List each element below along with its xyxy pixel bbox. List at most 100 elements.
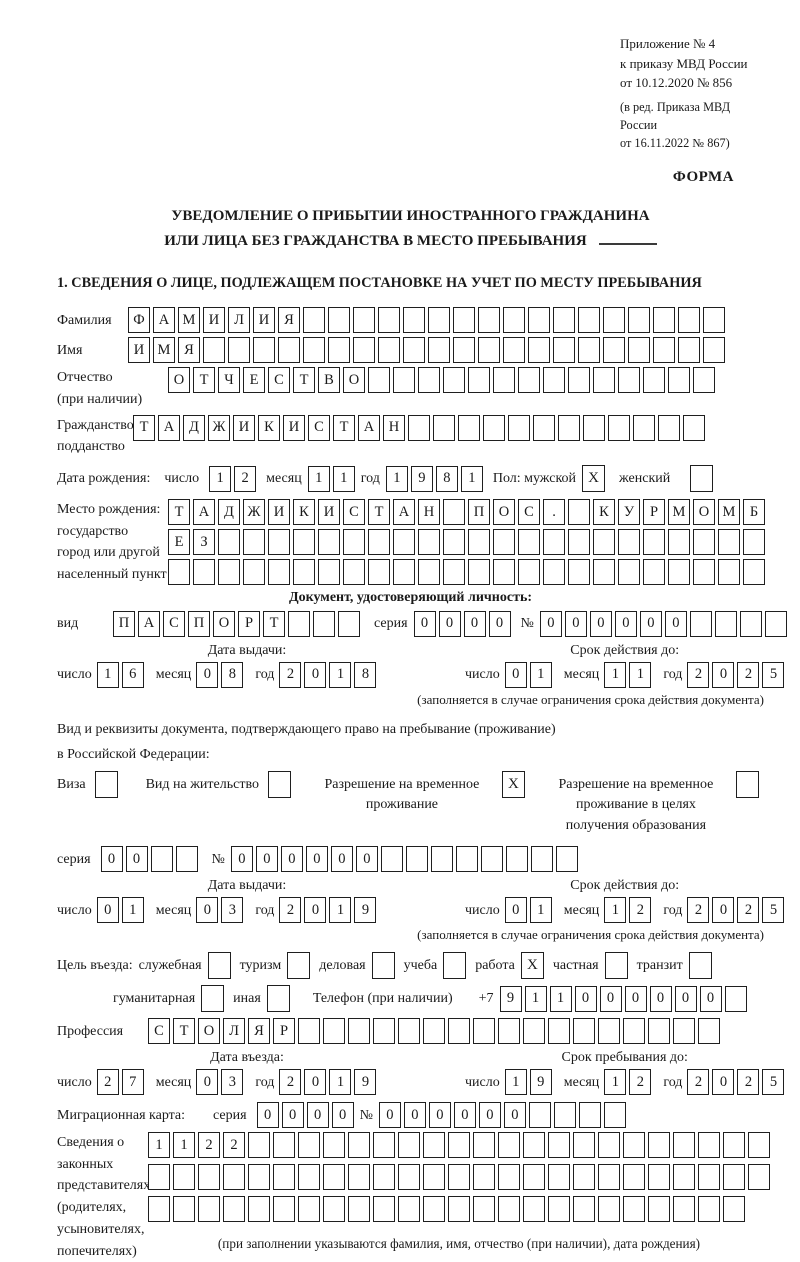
char-cell[interactable]	[423, 1018, 445, 1045]
char-cell[interactable]	[480, 846, 503, 873]
char-cell[interactable]: 0	[712, 1069, 735, 1096]
char-cell[interactable]	[278, 337, 300, 364]
char-cell[interactable]	[453, 337, 475, 364]
char-cell[interactable]: 0	[255, 846, 278, 873]
char-cell[interactable]	[373, 1018, 395, 1045]
char-cell[interactable]: П	[113, 610, 135, 637]
char-cell[interactable]	[368, 367, 390, 394]
char-cell[interactable]	[503, 337, 525, 364]
sex-male-checkbox[interactable]: X	[582, 465, 606, 493]
char-cell[interactable]	[673, 1164, 695, 1191]
char-cell[interactable]	[368, 559, 390, 586]
char-cell[interactable]	[518, 367, 540, 394]
char-cell[interactable]	[578, 307, 600, 334]
char-cell[interactable]	[618, 559, 640, 586]
char-cell[interactable]	[508, 414, 530, 441]
char-cell[interactable]	[493, 529, 515, 556]
char-cell[interactable]: 9	[354, 1069, 377, 1096]
char-cell[interactable]: 2	[737, 1069, 760, 1096]
char-cell[interactable]	[353, 337, 375, 364]
char-cell[interactable]	[683, 414, 705, 441]
char-cell[interactable]	[523, 1196, 545, 1223]
char-cell[interactable]: Б	[743, 499, 765, 526]
char-cell[interactable]	[448, 1132, 470, 1159]
char-cell[interactable]	[368, 529, 390, 556]
char-cell[interactable]	[448, 1164, 470, 1191]
char-cell[interactable]: 8	[435, 465, 458, 492]
char-cell[interactable]	[553, 337, 575, 364]
char-cell[interactable]	[673, 1196, 695, 1223]
char-cell[interactable]	[530, 846, 553, 873]
char-cell[interactable]: 0	[196, 897, 219, 924]
purpose-business-checkbox[interactable]	[371, 952, 395, 980]
char-cell[interactable]	[593, 529, 615, 556]
char-cell[interactable]	[555, 846, 578, 873]
purpose-tourism-checkbox[interactable]	[287, 952, 311, 980]
char-cell[interactable]: 1	[329, 1069, 352, 1096]
char-cell[interactable]: 0	[539, 610, 562, 637]
char-cell[interactable]: 1	[604, 1069, 627, 1096]
char-cell[interactable]	[168, 559, 190, 586]
char-cell[interactable]	[568, 367, 590, 394]
char-cell[interactable]	[448, 1018, 470, 1045]
char-cell[interactable]	[323, 1132, 345, 1159]
char-cell[interactable]: 5	[762, 661, 785, 688]
char-cell[interactable]	[293, 559, 315, 586]
char-cell[interactable]	[348, 1018, 370, 1045]
purpose-work-checkbox[interactable]: X	[520, 952, 544, 980]
char-cell[interactable]: К	[258, 414, 280, 441]
char-cell[interactable]: П	[468, 499, 490, 526]
char-cell[interactable]: 2	[234, 465, 257, 492]
char-cell[interactable]	[648, 1132, 670, 1159]
char-cell[interactable]	[323, 1164, 345, 1191]
char-cell[interactable]: 1	[629, 661, 652, 688]
char-cell[interactable]	[298, 1018, 320, 1045]
char-cell[interactable]: 0	[438, 610, 461, 637]
char-cell[interactable]	[503, 307, 525, 334]
char-cell[interactable]	[764, 610, 787, 637]
char-cell[interactable]	[498, 1018, 520, 1045]
char-cell[interactable]	[528, 337, 550, 364]
char-cell[interactable]	[218, 529, 240, 556]
char-cell[interactable]: Ф	[128, 307, 150, 334]
char-cell[interactable]	[573, 1196, 595, 1223]
char-cell[interactable]: Т	[173, 1018, 195, 1045]
char-cell[interactable]	[403, 337, 425, 364]
char-cell[interactable]: Т	[133, 414, 155, 441]
char-cell[interactable]: 0	[624, 985, 647, 1012]
char-cell[interactable]	[393, 559, 415, 586]
char-cell[interactable]: Ж	[208, 414, 230, 441]
char-cell[interactable]	[598, 1164, 620, 1191]
char-cell[interactable]: 0	[331, 1102, 354, 1129]
char-cell[interactable]	[248, 1132, 270, 1159]
char-cell[interactable]: И	[233, 414, 255, 441]
char-cell[interactable]: 0	[639, 610, 662, 637]
char-cell[interactable]	[623, 1164, 645, 1191]
char-cell[interactable]: 0	[574, 985, 597, 1012]
char-cell[interactable]	[468, 529, 490, 556]
char-cell[interactable]	[628, 307, 650, 334]
char-cell[interactable]: 1	[529, 661, 552, 688]
char-cell[interactable]	[408, 414, 430, 441]
char-cell[interactable]: О	[693, 499, 715, 526]
char-cell[interactable]	[378, 307, 400, 334]
char-cell[interactable]: Л	[223, 1018, 245, 1045]
char-cell[interactable]	[678, 337, 700, 364]
char-cell[interactable]	[618, 529, 640, 556]
char-cell[interactable]: М	[668, 499, 690, 526]
char-cell[interactable]	[313, 610, 335, 637]
char-cell[interactable]	[423, 1196, 445, 1223]
char-cell[interactable]	[673, 1018, 695, 1045]
char-cell[interactable]	[653, 307, 675, 334]
char-cell[interactable]: Р	[273, 1018, 295, 1045]
char-cell[interactable]: 1	[504, 1069, 527, 1096]
char-cell[interactable]	[443, 499, 465, 526]
char-cell[interactable]: 1	[121, 897, 144, 924]
char-cell[interactable]: 1	[148, 1132, 170, 1159]
residence-permit-checkbox[interactable]	[267, 771, 291, 799]
char-cell[interactable]	[558, 414, 580, 441]
char-cell[interactable]: К	[293, 499, 315, 526]
char-cell[interactable]: 7	[121, 1069, 144, 1096]
char-cell[interactable]: У	[618, 499, 640, 526]
sex-female-checkbox[interactable]	[690, 465, 714, 493]
